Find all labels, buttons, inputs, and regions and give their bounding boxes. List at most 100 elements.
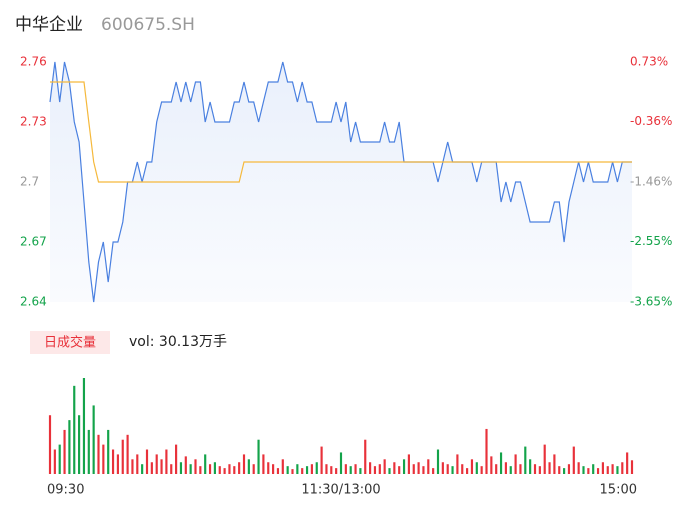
volume-bar: [524, 446, 527, 474]
volume-bar: [160, 459, 163, 474]
volume-bar: [291, 469, 294, 474]
volume-bar: [73, 385, 76, 474]
volume-bar: [373, 466, 377, 474]
volume-bar: [495, 464, 498, 474]
volume-bar: [398, 466, 401, 474]
volume-bar: [97, 434, 100, 474]
volume-bar: [407, 454, 410, 474]
volume-bar: [208, 464, 212, 474]
volume-bar: [388, 468, 391, 474]
volume-bar: [126, 434, 129, 474]
volume-bar: [233, 466, 236, 474]
volume-bar: [276, 468, 280, 474]
volume-bar: [238, 462, 241, 474]
y2-tick-label: -1.46%: [630, 175, 672, 189]
volume-bar: [451, 466, 454, 474]
volume-bar: [480, 466, 483, 474]
volume-bar: [82, 378, 86, 474]
volume-bar: [53, 449, 56, 474]
volume-bar: [626, 452, 629, 474]
volume-bar: [543, 444, 546, 474]
volume-bar: [136, 454, 139, 474]
volume-bar: [446, 464, 449, 474]
volume-bar: [189, 464, 192, 474]
x-tick-label: 15:00: [600, 483, 637, 498]
volume-bar: [441, 462, 444, 474]
volume-bar: [461, 464, 464, 474]
volume-bar: [485, 428, 488, 474]
volume-bar: [412, 464, 415, 474]
x-tick-label: 09:30: [47, 483, 84, 498]
volume-bar: [344, 464, 347, 474]
y-tick-label: 2.67: [20, 235, 47, 249]
volume-bar: [107, 429, 110, 474]
volume-bar: [402, 459, 406, 474]
volume-bar: [296, 464, 299, 474]
volume-bar: [393, 462, 396, 474]
volume-bar: [514, 454, 517, 474]
volume-bar: [218, 466, 221, 474]
volume-bar: [102, 444, 105, 474]
volume-bar: [78, 415, 81, 474]
volume-bar: [267, 462, 270, 474]
volume-bar: [68, 420, 71, 474]
volume-bar: [533, 464, 537, 474]
volume-bar: [325, 464, 328, 474]
volume-bar: [116, 454, 119, 474]
volume-bar: [242, 454, 246, 474]
chart-title: 中华企业: [15, 15, 83, 35]
volume-bar: [470, 459, 474, 474]
volume-bar: [155, 454, 158, 474]
volume-bar: [131, 459, 134, 474]
volume-bar: [364, 439, 367, 474]
volume-bar: [310, 464, 313, 474]
y2-tick-label: 0.73%: [630, 55, 668, 69]
volume-bar: [582, 466, 585, 474]
volume-bar: [548, 462, 551, 474]
volume-bar: [519, 464, 522, 474]
volume-legend-box: [30, 331, 110, 354]
volume-bar: [475, 462, 478, 474]
volume-bar: [286, 466, 289, 474]
y2-tick-label: -0.36%: [630, 114, 672, 128]
volume-bar: [199, 466, 202, 474]
volume-bar: [616, 466, 619, 474]
line-price: [49, 61, 632, 303]
volume-bar: [281, 459, 284, 474]
volume-bar: [529, 459, 532, 474]
volume-bar: [630, 460, 634, 474]
volume-bar: [48, 415, 52, 474]
volume-bar: [247, 459, 250, 474]
volume-legend: 日成交量: [44, 335, 96, 351]
volume-bar: [179, 462, 183, 474]
y2-tick-label: -3.65%: [630, 295, 672, 309]
volume-bar: [417, 462, 420, 474]
volume-bar: [436, 449, 440, 474]
volume-bar: [184, 456, 187, 474]
volume-bar: [228, 464, 231, 474]
volume-bar: [621, 462, 624, 474]
y-tick-label: 2.76: [20, 55, 47, 69]
volume-bar: [111, 449, 115, 474]
y2-tick-label: -2.55%: [630, 234, 672, 248]
price-area: [50, 62, 632, 302]
volume-bar: [369, 462, 372, 474]
volume-bar: [577, 462, 580, 474]
volume-bar: [315, 462, 318, 474]
volume-bar: [175, 444, 178, 474]
volume-bar: [567, 464, 571, 474]
volume-bar: [456, 454, 459, 474]
volume-bar: [359, 468, 362, 474]
volume-bar: [499, 452, 503, 474]
volume-bar: [432, 468, 435, 474]
volume-bar: [305, 466, 309, 474]
volume-bar: [257, 439, 260, 474]
volume-bar: [213, 462, 216, 474]
y-tick-label: 2.73: [20, 115, 47, 129]
x-tick-label: 11:30/13:00: [301, 483, 380, 498]
volume-bar: [87, 429, 90, 474]
volume-bar: [204, 454, 207, 474]
volume-bar: [596, 468, 600, 474]
volume-label: vol: 30.13万手: [129, 334, 227, 350]
volume-bar: [354, 464, 357, 474]
